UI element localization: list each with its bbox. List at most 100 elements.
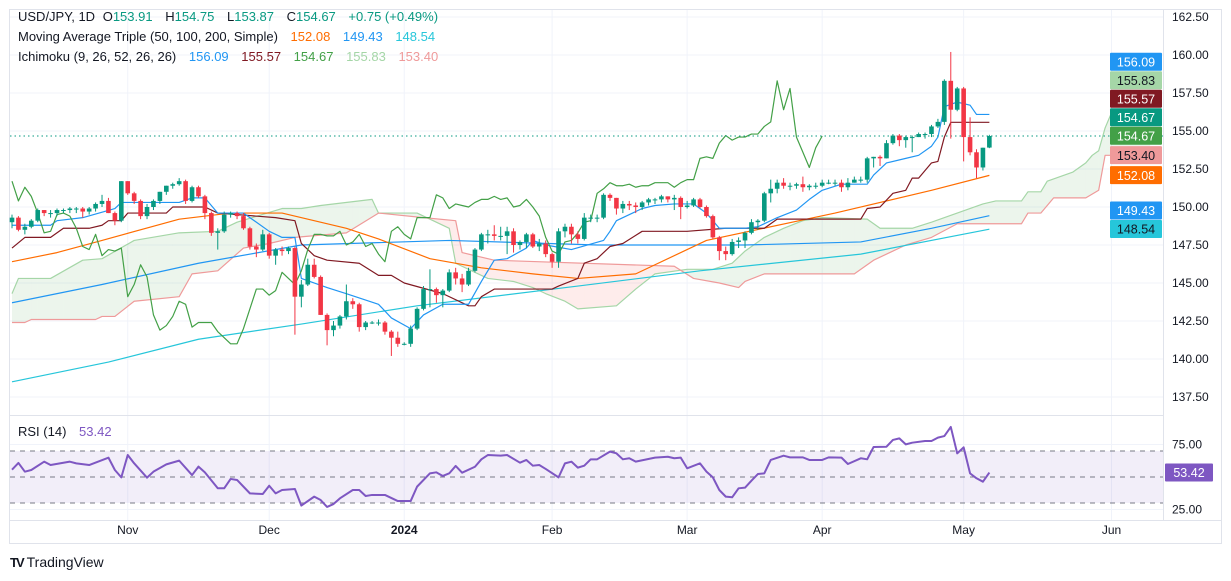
candle-bearish[interactable] (434, 287, 439, 303)
candle-bullish[interactable] (9, 214, 15, 229)
candle-bullish[interactable] (157, 191, 163, 204)
candle-bullish[interactable] (472, 248, 478, 273)
candle-bullish[interactable] (517, 240, 523, 250)
candle-bearish[interactable] (549, 252, 555, 268)
candle-bearish[interactable] (569, 223, 574, 244)
candle-bullish[interactable] (74, 207, 79, 214)
candle-bullish[interactable] (819, 179, 825, 188)
candle-bullish[interactable] (562, 223, 568, 238)
candle-bearish[interactable] (318, 275, 323, 315)
candle-bullish[interactable] (588, 214, 593, 223)
candle-bullish[interactable] (980, 147, 986, 171)
candle-bearish[interactable] (279, 246, 285, 256)
candle-bullish[interactable] (446, 269, 452, 293)
candle-bullish[interactable] (363, 321, 368, 331)
candle-bullish[interactable] (929, 124, 934, 138)
candle-bearish[interactable] (395, 331, 401, 347)
candle-bearish[interactable] (839, 179, 844, 192)
candle-bullish[interactable] (376, 319, 381, 326)
candle-bearish[interactable] (241, 213, 246, 230)
candle-bullish[interactable] (67, 207, 73, 214)
candle-bearish[interactable] (723, 246, 729, 261)
candle-bullish[interactable] (119, 181, 124, 223)
candle-bullish[interactable] (774, 179, 780, 194)
candle-bearish[interactable] (710, 214, 716, 239)
candle-bullish[interactable] (909, 135, 915, 153)
candle-bearish[interactable] (530, 232, 536, 249)
candle-bullish[interactable] (466, 267, 471, 287)
candle-bullish[interactable] (485, 229, 491, 244)
candle-bullish[interactable] (954, 86, 960, 112)
candle-bullish[interactable] (755, 219, 761, 230)
candle-bullish[interactable] (164, 185, 169, 195)
candle-bearish[interactable] (183, 179, 188, 204)
candle-bullish[interactable] (54, 208, 60, 217)
candle-bearish[interactable] (247, 226, 253, 250)
candle-bullish[interactable] (286, 246, 291, 255)
candle-bullish[interactable] (852, 176, 857, 183)
candle-bullish[interactable] (601, 193, 606, 220)
candle-bullish[interactable] (832, 179, 838, 186)
candle-bullish[interactable] (401, 342, 407, 346)
candle-bullish[interactable] (768, 179, 774, 203)
candle-bullish[interactable] (86, 207, 92, 215)
candle-bullish[interactable] (440, 289, 446, 308)
candle-bullish[interactable] (176, 178, 182, 186)
candle-bearish[interactable] (974, 149, 979, 179)
candle-bearish[interactable] (897, 134, 902, 147)
candle-bullish[interactable] (646, 197, 651, 206)
candle-bullish[interactable] (890, 134, 896, 145)
candle-bearish[interactable] (41, 210, 47, 217)
candle-bullish[interactable] (787, 182, 793, 191)
candle-bullish[interactable] (684, 200, 690, 209)
candle-bullish[interactable] (807, 184, 812, 191)
candle-bullish[interactable] (228, 211, 233, 218)
candle-bearish[interactable] (633, 202, 639, 214)
candle-bullish[interactable] (524, 232, 529, 249)
candle-bullish[interactable] (935, 118, 941, 128)
candle-bullish[interactable] (762, 191, 767, 223)
candle-bullish[interactable] (556, 228, 561, 268)
candle-bearish[interactable] (948, 51, 954, 139)
candle-bearish[interactable] (311, 258, 317, 279)
candle-bearish[interactable] (112, 211, 118, 226)
candle-bearish[interactable] (665, 196, 671, 203)
candle-bullish[interactable] (28, 219, 34, 229)
candle-bullish[interactable] (858, 176, 864, 183)
candle-bullish[interactable] (903, 135, 909, 148)
candle-bullish[interactable] (864, 156, 870, 183)
candle-bullish[interactable] (99, 194, 105, 207)
candle-bullish[interactable] (620, 200, 626, 214)
candle-bullish[interactable] (652, 197, 658, 204)
candle-bearish[interactable] (234, 211, 240, 220)
candle-bearish[interactable] (125, 181, 131, 195)
candle-bullish[interactable] (260, 229, 266, 252)
candle-bearish[interactable] (389, 330, 394, 356)
candle-bearish[interactable] (626, 200, 632, 211)
candle-bullish[interactable] (144, 203, 150, 220)
candle-bullish[interactable] (299, 279, 304, 308)
candle-bullish[interactable] (845, 178, 851, 191)
candle-bullish[interactable] (48, 210, 53, 218)
candle-bearish[interactable] (138, 199, 143, 220)
candle-bullish[interactable] (987, 134, 992, 149)
candle-bearish[interactable] (453, 267, 458, 285)
candle-bullish[interactable] (594, 214, 600, 223)
candle-bearish[interactable] (292, 246, 298, 335)
candle-bullish[interactable] (749, 219, 754, 235)
candle-bullish[interactable] (337, 314, 343, 329)
candle-bearish[interactable] (575, 231, 581, 244)
candle-bullish[interactable] (344, 284, 349, 320)
candle-bullish[interactable] (189, 185, 195, 203)
candle-bearish[interactable] (80, 207, 86, 218)
candle-bullish[interactable] (215, 228, 221, 250)
candle-bearish[interactable] (511, 228, 516, 253)
rsi-pane[interactable] (10, 425, 1163, 508)
candle-bullish[interactable] (729, 238, 735, 256)
candle-bullish[interactable] (305, 258, 311, 287)
candle-bearish[interactable] (717, 235, 722, 261)
candle-bearish[interactable] (607, 193, 613, 201)
candle-bearish[interactable] (324, 313, 330, 346)
candle-bullish[interactable] (659, 194, 664, 203)
